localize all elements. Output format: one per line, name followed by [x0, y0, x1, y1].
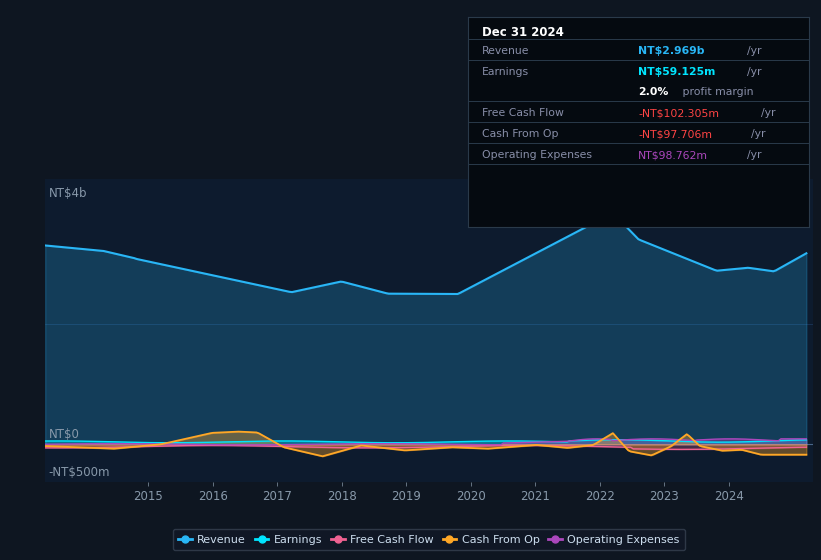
Legend: Revenue, Earnings, Free Cash Flow, Cash From Op, Operating Expenses: Revenue, Earnings, Free Cash Flow, Cash … — [173, 529, 685, 550]
Text: /yr: /yr — [747, 46, 762, 56]
Text: Earnings: Earnings — [482, 67, 529, 77]
Text: 2.0%: 2.0% — [639, 87, 668, 97]
Text: /yr: /yr — [747, 67, 762, 77]
Text: -NT$102.305m: -NT$102.305m — [639, 108, 719, 118]
Text: /yr: /yr — [750, 129, 765, 139]
Text: /yr: /yr — [761, 108, 776, 118]
Text: profit margin: profit margin — [679, 87, 754, 97]
Text: -NT$500m: -NT$500m — [48, 465, 110, 479]
Text: NT$4b: NT$4b — [48, 187, 87, 200]
Text: NT$59.125m: NT$59.125m — [639, 67, 716, 77]
Text: NT$2.969b: NT$2.969b — [639, 46, 704, 56]
Text: NT$0: NT$0 — [48, 428, 80, 441]
Text: Dec 31 2024: Dec 31 2024 — [482, 26, 563, 39]
Text: Operating Expenses: Operating Expenses — [482, 150, 592, 160]
Text: Cash From Op: Cash From Op — [482, 129, 558, 139]
Text: /yr: /yr — [747, 150, 762, 160]
Text: Revenue: Revenue — [482, 46, 529, 56]
Text: Free Cash Flow: Free Cash Flow — [482, 108, 563, 118]
Text: -NT$97.706m: -NT$97.706m — [639, 129, 713, 139]
Text: NT$98.762m: NT$98.762m — [639, 150, 709, 160]
